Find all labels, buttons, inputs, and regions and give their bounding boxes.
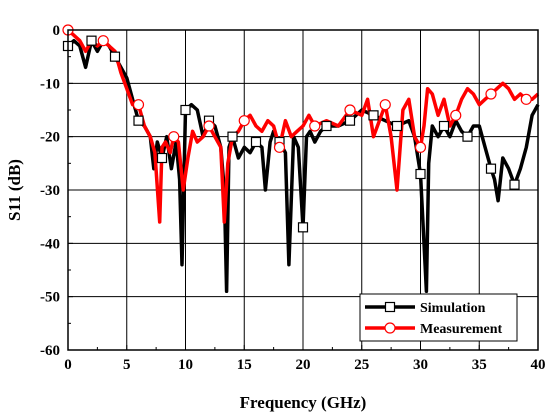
x-tick-label: 15 (237, 357, 252, 373)
data-point-simulation (180, 104, 191, 116)
legend: Simulation Measurement (359, 293, 518, 342)
data-point-measurement (414, 141, 427, 153)
y-axis-label: S11 (dB) (5, 159, 24, 221)
data-point-measurement (97, 35, 109, 47)
data-point-measurement (379, 99, 391, 111)
data-point-simulation (133, 115, 144, 126)
data-point-measurement (450, 109, 462, 121)
x-tick-label: 0 (64, 357, 72, 373)
data-point-measurement (238, 115, 250, 127)
data-point-simulation (227, 131, 238, 142)
data-point-measurement (344, 104, 356, 116)
x-tick-label: 40 (531, 357, 546, 373)
data-point-simulation (344, 115, 356, 126)
data-point-measurement (203, 120, 215, 132)
data-point-measurement (168, 131, 180, 143)
data-point-simulation (156, 152, 168, 164)
x-tick-label: 35 (472, 357, 487, 373)
data-point-measurement (485, 88, 497, 100)
data-point-measurement (309, 120, 321, 132)
x-tick-label: 10 (178, 357, 193, 373)
x-tick-label: 5 (123, 357, 131, 373)
y-tick-label: -20 (40, 130, 60, 146)
data-point-simulation (485, 163, 497, 174)
series-line-measurement (66, 28, 540, 224)
y-tick-label: -30 (40, 183, 60, 199)
legend-entry-measurement: Measurement (420, 322, 502, 337)
x-axis-label: Frequency (GHz) (240, 393, 367, 412)
y-axis-ticks: 0 -10 -20 -30 -40 -50 -60 (40, 23, 73, 359)
data-point-simulation (391, 120, 403, 132)
data-point-simulation (109, 51, 121, 62)
data-point-measurement (132, 99, 145, 111)
x-axis-ticks: 0 5 10 15 20 25 30 35 40 (64, 345, 546, 373)
y-tick-label: -10 (40, 76, 60, 92)
legend-marker-simulation (384, 301, 396, 313)
data-point-simulation (368, 110, 379, 121)
data-point-simulation (415, 168, 426, 180)
data-point-measurement (273, 141, 286, 153)
y-tick-label: -60 (40, 343, 60, 359)
data-point-simulation (86, 35, 97, 46)
legend-box (359, 293, 518, 342)
data-point-simulation (297, 222, 309, 233)
y-tick-label: -50 (40, 290, 60, 306)
data-point-simulation (250, 136, 262, 148)
legend-marker-measurement (384, 322, 396, 334)
y-tick-label: 0 (53, 23, 61, 39)
x-tick-label: 30 (413, 357, 428, 373)
x-tick-label: 20 (296, 357, 311, 373)
legend-entry-simulation: Simulation (420, 301, 486, 316)
x-tick-label: 25 (354, 357, 369, 373)
data-point-simulation (438, 120, 450, 132)
data-point-simulation (462, 131, 473, 142)
data-point-simulation (509, 179, 520, 190)
y-tick-label: -40 (40, 236, 60, 252)
data-point-measurement (520, 93, 532, 105)
data-point-simulation (321, 120, 332, 132)
